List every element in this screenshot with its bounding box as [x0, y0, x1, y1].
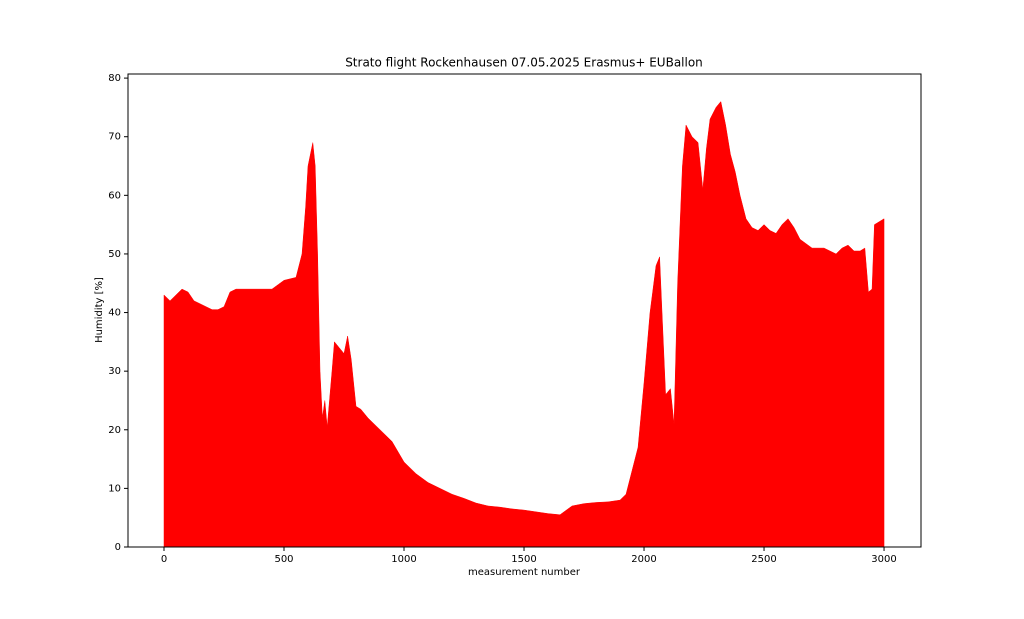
- y-tick-label: 10: [108, 483, 121, 494]
- y-axis-label: Humidity [%]: [94, 277, 105, 343]
- x-tick-label: 3000: [871, 554, 896, 565]
- x-tick-label: 2000: [631, 554, 656, 565]
- x-tick-label: 2500: [751, 554, 776, 565]
- y-tick-label: 0: [115, 542, 121, 553]
- x-tick-label: 1500: [511, 554, 536, 565]
- x-tick-label: 0: [161, 554, 167, 565]
- x-tick-label: 1000: [391, 554, 416, 565]
- area: [163, 100, 885, 548]
- chart-title: Strato flight Rockenhausen 07.05.2025 Er…: [345, 56, 703, 70]
- y-tick-label: 20: [108, 425, 121, 436]
- x-tick-label: 500: [274, 554, 293, 565]
- y-tick-label: 80: [108, 73, 121, 84]
- y-tick-label: 40: [108, 308, 121, 319]
- y-tick-label: 60: [108, 190, 121, 201]
- x-axis-label: measurement number: [468, 567, 581, 578]
- y-tick-label: 30: [108, 366, 121, 377]
- y-tick-label: 50: [108, 249, 121, 260]
- y-tick-label: 70: [108, 132, 121, 143]
